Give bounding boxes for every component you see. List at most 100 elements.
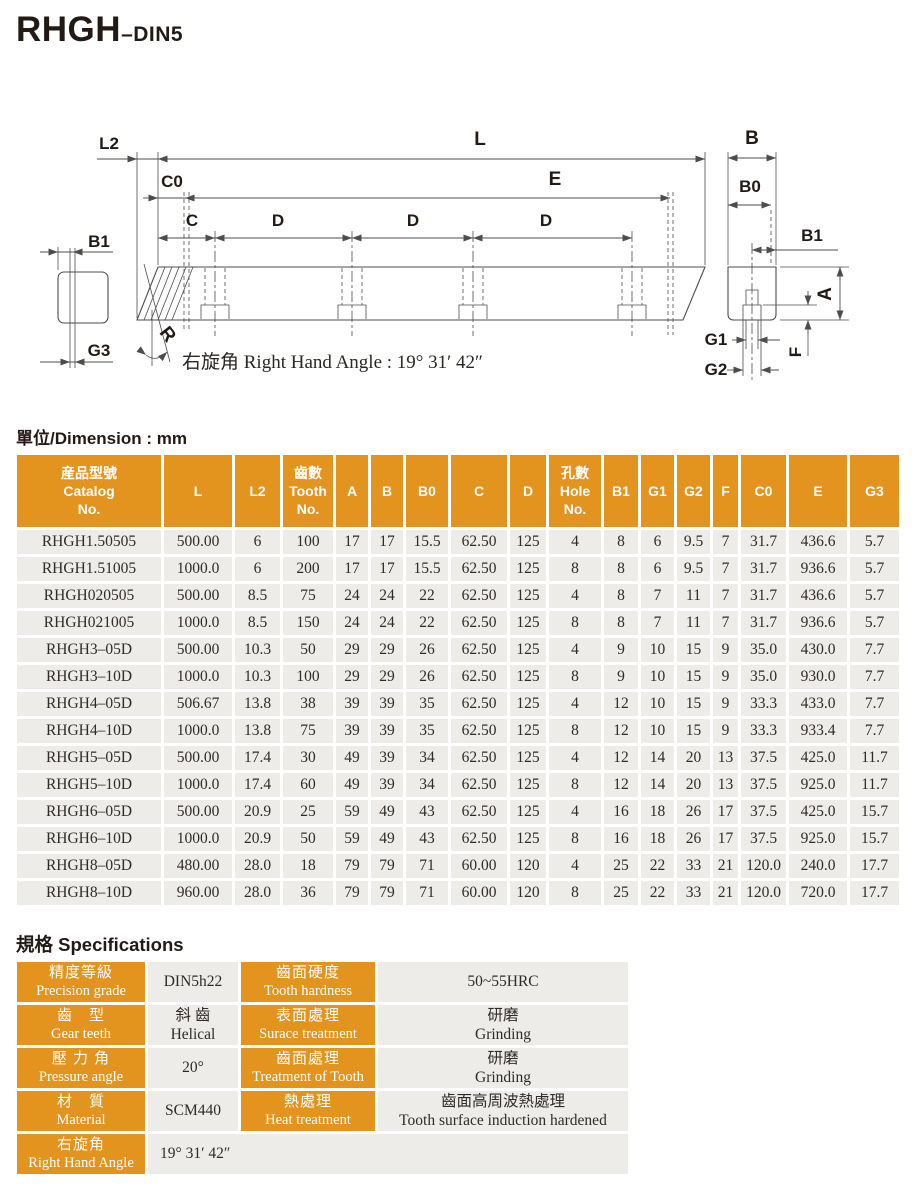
dim-cell: 39 — [371, 719, 403, 743]
dim-L: L2 L — [97, 129, 706, 318]
dim-cell: 26 — [406, 665, 448, 689]
dim-label-d2: D — [407, 211, 419, 230]
spec-label-cell: 齒面硬度 Tooth hardness — [241, 962, 375, 1002]
dim-cell: 6 — [641, 530, 674, 554]
dim-cell: 8 — [549, 827, 601, 851]
dim-cell: 10 — [641, 719, 674, 743]
dim-cell: 62.50 — [451, 746, 507, 770]
dim-cell: 5.7 — [850, 584, 899, 608]
dim-col-header: G3 — [850, 455, 899, 527]
technical-drawing: B1 G3 — [40, 128, 849, 382]
dim-cell: 10 — [641, 638, 674, 662]
mounting-holes — [200, 231, 647, 336]
main-side-view — [136, 192, 706, 335]
dim-cell: 7.7 — [850, 692, 899, 716]
dim-cell: RHGH020505 — [17, 584, 161, 608]
dim-cell: 125 — [510, 827, 546, 851]
spec-cell-line: Grinding — [475, 1026, 531, 1043]
dim-label-g1: G1 — [705, 330, 728, 349]
dim-cell: 62.50 — [451, 638, 507, 662]
dim-cell: 8 — [549, 881, 601, 905]
dim-cell: 62.50 — [451, 692, 507, 716]
dim-col-header: B0 — [406, 455, 448, 527]
dim-cell: 15 — [677, 665, 710, 689]
dim-col-header: D — [510, 455, 546, 527]
dim-cell: 7 — [641, 584, 674, 608]
dim-col-header: C — [451, 455, 507, 527]
dim-cell: 6 — [235, 557, 280, 581]
table-row: RHGH021005 1000.0 8.5 150 24 24 22 62.50 125 8 8 7 1… — [17, 611, 899, 635]
dim-cell: 15 — [677, 719, 710, 743]
dim-label-f: F — [786, 347, 805, 357]
dim-cell: 59 — [336, 800, 368, 824]
dim-label-g3: G3 — [88, 341, 111, 360]
dim-cell: 12 — [604, 692, 638, 716]
dim-cell: 79 — [336, 881, 368, 905]
dim-label-d1: D — [272, 211, 284, 230]
table-row: RHGH3–10D 1000.0 10.3 100 29 29 26 62.50 125 8 9 10… — [17, 665, 899, 689]
dim-cell: 7.7 — [850, 719, 899, 743]
dim-cell: 4 — [549, 530, 601, 554]
dim-cell: 17.7 — [850, 854, 899, 878]
spec-cell-line: Material — [56, 1112, 106, 1129]
spec-label-cell: 熱處理 Heat treatment — [241, 1091, 375, 1131]
dim-cell: 39 — [336, 692, 368, 716]
dim-cell: 8 — [549, 719, 601, 743]
dim-cell: 13.8 — [235, 692, 280, 716]
dim-col-header: 齒數 Tooth No. — [283, 455, 333, 527]
dim-cell: 29 — [371, 665, 403, 689]
dim-cell: 7 — [641, 611, 674, 635]
dim-cell: 7 — [713, 530, 738, 554]
dim-cell: 31.7 — [741, 611, 786, 635]
spec-cell-line: 齒 型 — [56, 1006, 105, 1024]
dim-cell: 15 — [677, 692, 710, 716]
dim-cell: 30 — [283, 746, 333, 770]
dim-col-header-line: G3 — [865, 482, 884, 499]
dim-cell: 240.0 — [789, 854, 847, 878]
dim-cell: RHGH1.51005 — [17, 557, 161, 581]
spec-value-cell: 研磨 Grinding — [378, 1048, 628, 1088]
dim-col-header-line: B1 — [612, 482, 630, 499]
dim-cell: 17.4 — [235, 773, 280, 797]
dim-cell: 9 — [713, 719, 738, 743]
dim-cell: 8 — [604, 611, 638, 635]
dim-cell: 28.0 — [235, 854, 280, 878]
dim-cell: 936.6 — [789, 557, 847, 581]
dim-label-b1-left: B1 — [88, 232, 110, 251]
dim-cell: 60.00 — [451, 881, 507, 905]
dim-cell: RHGH021005 — [17, 611, 161, 635]
dim-cell: 9 — [713, 638, 738, 662]
spec-cell-line: 20° — [182, 1059, 204, 1077]
dim-cell: 20.9 — [235, 800, 280, 824]
dim-cell: 25 — [283, 800, 333, 824]
spec-cell-line: 50~55HRC — [467, 973, 539, 991]
dim-col-header-line: G2 — [684, 482, 703, 499]
table-row: RHGH8–05D 480.00 28.0 18 79 79 71 60.00 120 4 25 22… — [17, 854, 899, 878]
dim-col-header: C0 — [741, 455, 786, 527]
dim-cell: 17 — [713, 800, 738, 824]
dim-cell: 60 — [283, 773, 333, 797]
dim-label-c0: C0 — [161, 172, 183, 191]
dim-cell: 430.0 — [789, 638, 847, 662]
dim-cell: 5.7 — [850, 530, 899, 554]
dim-cell: 31.7 — [741, 530, 786, 554]
dim-cell: 31.7 — [741, 557, 786, 581]
dim-cell: 8 — [604, 557, 638, 581]
dim-cell: 71 — [406, 881, 448, 905]
spec-cell-line: DIN5h22 — [163, 973, 223, 991]
dim-cell: 33 — [677, 854, 710, 878]
dim-cell: 43 — [406, 827, 448, 851]
dim-cell: 14 — [641, 746, 674, 770]
dim-cell: 37.5 — [741, 746, 786, 770]
dim-col-header: L2 — [235, 455, 280, 527]
dim-cell: 9 — [604, 665, 638, 689]
dim-cell: 125 — [510, 638, 546, 662]
dim-cell: 120.0 — [741, 881, 786, 905]
dim-cell: 24 — [336, 584, 368, 608]
dim-label-b: B — [745, 128, 759, 149]
dim-cell: 8.5 — [235, 584, 280, 608]
dim-cell: 22 — [406, 584, 448, 608]
dim-cell: RHGH4–05D — [17, 692, 161, 716]
dim-cell: 7 — [713, 557, 738, 581]
spec-label-cell: 齒 型 Gear teeth — [17, 1005, 145, 1045]
